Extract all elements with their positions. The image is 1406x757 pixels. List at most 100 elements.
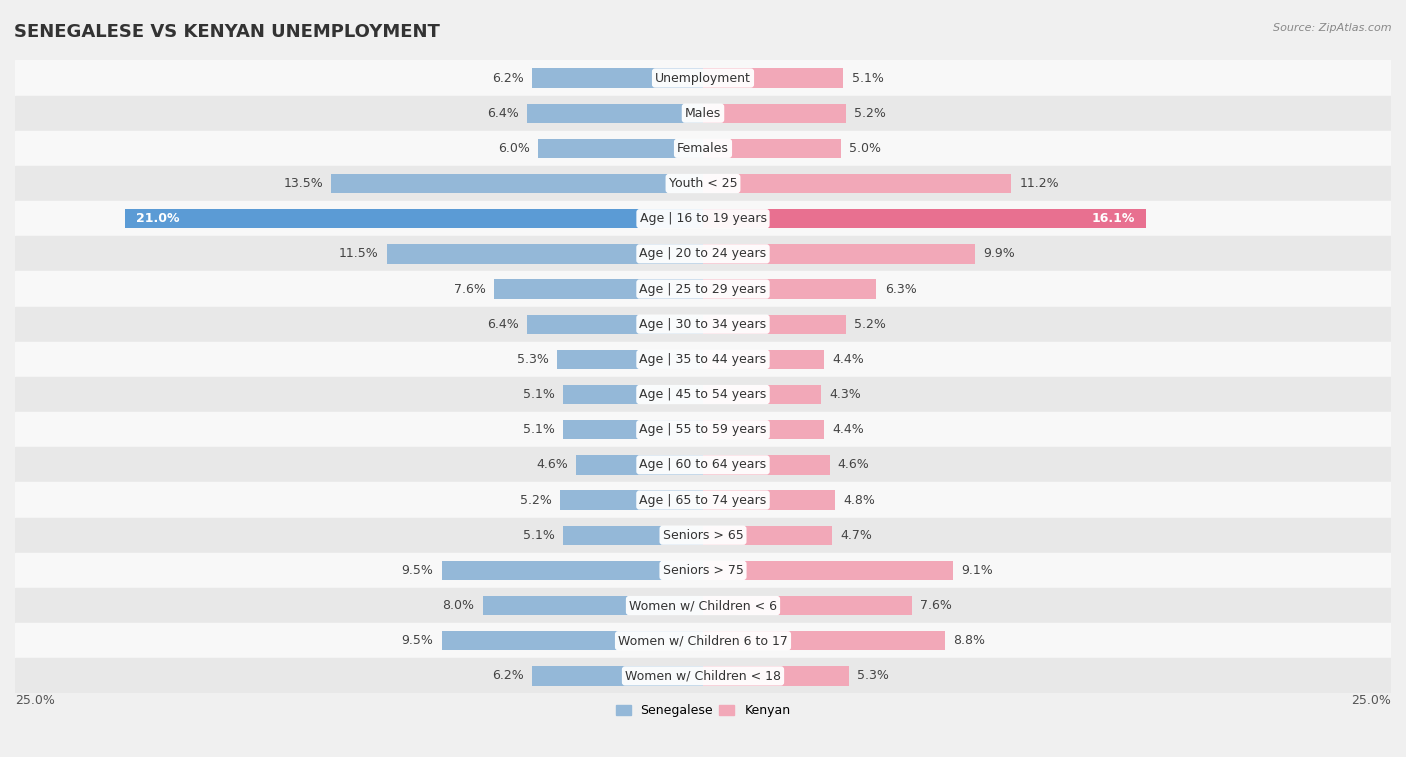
Text: Age | 20 to 24 years: Age | 20 to 24 years <box>640 248 766 260</box>
Bar <box>562 420 703 439</box>
Text: Age | 55 to 59 years: Age | 55 to 59 years <box>640 423 766 436</box>
Bar <box>15 553 1391 588</box>
Text: 8.8%: 8.8% <box>953 634 986 647</box>
Bar <box>15 341 1391 377</box>
Text: Seniors > 75: Seniors > 75 <box>662 564 744 577</box>
Bar <box>557 350 703 369</box>
Text: 5.2%: 5.2% <box>855 107 886 120</box>
Bar <box>15 272 1391 307</box>
Text: Age | 16 to 19 years: Age | 16 to 19 years <box>640 212 766 225</box>
Bar <box>533 666 703 686</box>
Bar <box>703 104 846 123</box>
Bar <box>703 666 849 686</box>
Text: 5.1%: 5.1% <box>852 71 883 85</box>
Text: 4.7%: 4.7% <box>841 528 873 542</box>
Text: 5.0%: 5.0% <box>849 142 880 155</box>
Text: Age | 35 to 44 years: Age | 35 to 44 years <box>640 353 766 366</box>
Text: 4.8%: 4.8% <box>844 494 875 506</box>
Text: 5.3%: 5.3% <box>858 669 889 682</box>
Bar <box>441 561 703 580</box>
Text: 25.0%: 25.0% <box>1351 694 1391 707</box>
Text: 4.4%: 4.4% <box>832 353 865 366</box>
Text: 5.3%: 5.3% <box>517 353 548 366</box>
Bar <box>576 455 703 475</box>
Text: Source: ZipAtlas.com: Source: ZipAtlas.com <box>1274 23 1392 33</box>
Text: 11.5%: 11.5% <box>339 248 378 260</box>
Text: 7.6%: 7.6% <box>921 599 952 612</box>
Text: Youth < 25: Youth < 25 <box>669 177 737 190</box>
Text: 6.4%: 6.4% <box>486 318 519 331</box>
Bar <box>15 659 1391 693</box>
Bar <box>15 307 1391 341</box>
Bar <box>703 596 912 615</box>
Bar <box>703 491 835 509</box>
Text: 4.4%: 4.4% <box>832 423 865 436</box>
Text: 9.5%: 9.5% <box>402 564 433 577</box>
Bar <box>703 68 844 88</box>
Text: 21.0%: 21.0% <box>136 212 180 225</box>
Bar <box>15 482 1391 518</box>
Text: 6.3%: 6.3% <box>884 282 917 295</box>
Bar <box>15 623 1391 659</box>
Text: 5.2%: 5.2% <box>855 318 886 331</box>
Text: Women w/ Children 6 to 17: Women w/ Children 6 to 17 <box>619 634 787 647</box>
Text: Women w/ Children < 6: Women w/ Children < 6 <box>628 599 778 612</box>
Bar <box>15 377 1391 412</box>
Bar <box>15 236 1391 272</box>
Bar <box>125 209 703 229</box>
Text: 8.0%: 8.0% <box>443 599 475 612</box>
Text: 25.0%: 25.0% <box>15 694 55 707</box>
Text: Age | 30 to 34 years: Age | 30 to 34 years <box>640 318 766 331</box>
Text: 4.6%: 4.6% <box>537 459 568 472</box>
Bar <box>15 131 1391 166</box>
Text: 6.2%: 6.2% <box>492 669 524 682</box>
Bar <box>533 68 703 88</box>
Text: 4.3%: 4.3% <box>830 388 862 401</box>
Bar <box>15 201 1391 236</box>
Text: 13.5%: 13.5% <box>284 177 323 190</box>
Bar <box>703 139 841 158</box>
Text: 5.1%: 5.1% <box>523 388 554 401</box>
Bar <box>15 61 1391 95</box>
Text: Males: Males <box>685 107 721 120</box>
Bar <box>15 412 1391 447</box>
Bar <box>441 631 703 650</box>
Text: 9.5%: 9.5% <box>402 634 433 647</box>
Legend: Senegalese, Kenyan: Senegalese, Kenyan <box>610 699 796 722</box>
Bar <box>15 95 1391 131</box>
Text: 16.1%: 16.1% <box>1091 212 1135 225</box>
Text: Seniors > 65: Seniors > 65 <box>662 528 744 542</box>
Text: 9.1%: 9.1% <box>962 564 994 577</box>
Text: 5.1%: 5.1% <box>523 423 554 436</box>
Bar <box>494 279 703 299</box>
Bar <box>332 174 703 193</box>
Text: 11.2%: 11.2% <box>1019 177 1059 190</box>
Text: Age | 65 to 74 years: Age | 65 to 74 years <box>640 494 766 506</box>
Bar <box>703 385 821 404</box>
Bar <box>527 104 703 123</box>
Bar <box>703 420 824 439</box>
Text: Unemployment: Unemployment <box>655 71 751 85</box>
Text: 6.4%: 6.4% <box>486 107 519 120</box>
Bar <box>15 447 1391 482</box>
Bar <box>703 350 824 369</box>
Text: 9.9%: 9.9% <box>984 248 1015 260</box>
Bar <box>15 518 1391 553</box>
Text: SENEGALESE VS KENYAN UNEMPLOYMENT: SENEGALESE VS KENYAN UNEMPLOYMENT <box>14 23 440 41</box>
Text: 4.6%: 4.6% <box>838 459 869 472</box>
Bar <box>482 596 703 615</box>
Bar <box>703 174 1011 193</box>
Text: Females: Females <box>678 142 728 155</box>
Text: Age | 60 to 64 years: Age | 60 to 64 years <box>640 459 766 472</box>
Bar <box>15 588 1391 623</box>
Bar <box>703 525 832 545</box>
Text: 5.1%: 5.1% <box>523 528 554 542</box>
Bar <box>703 209 1146 229</box>
Text: Age | 45 to 54 years: Age | 45 to 54 years <box>640 388 766 401</box>
Bar <box>15 166 1391 201</box>
Bar <box>703 455 830 475</box>
Bar <box>703 279 876 299</box>
Bar <box>560 491 703 509</box>
Bar <box>562 525 703 545</box>
Bar <box>703 561 953 580</box>
